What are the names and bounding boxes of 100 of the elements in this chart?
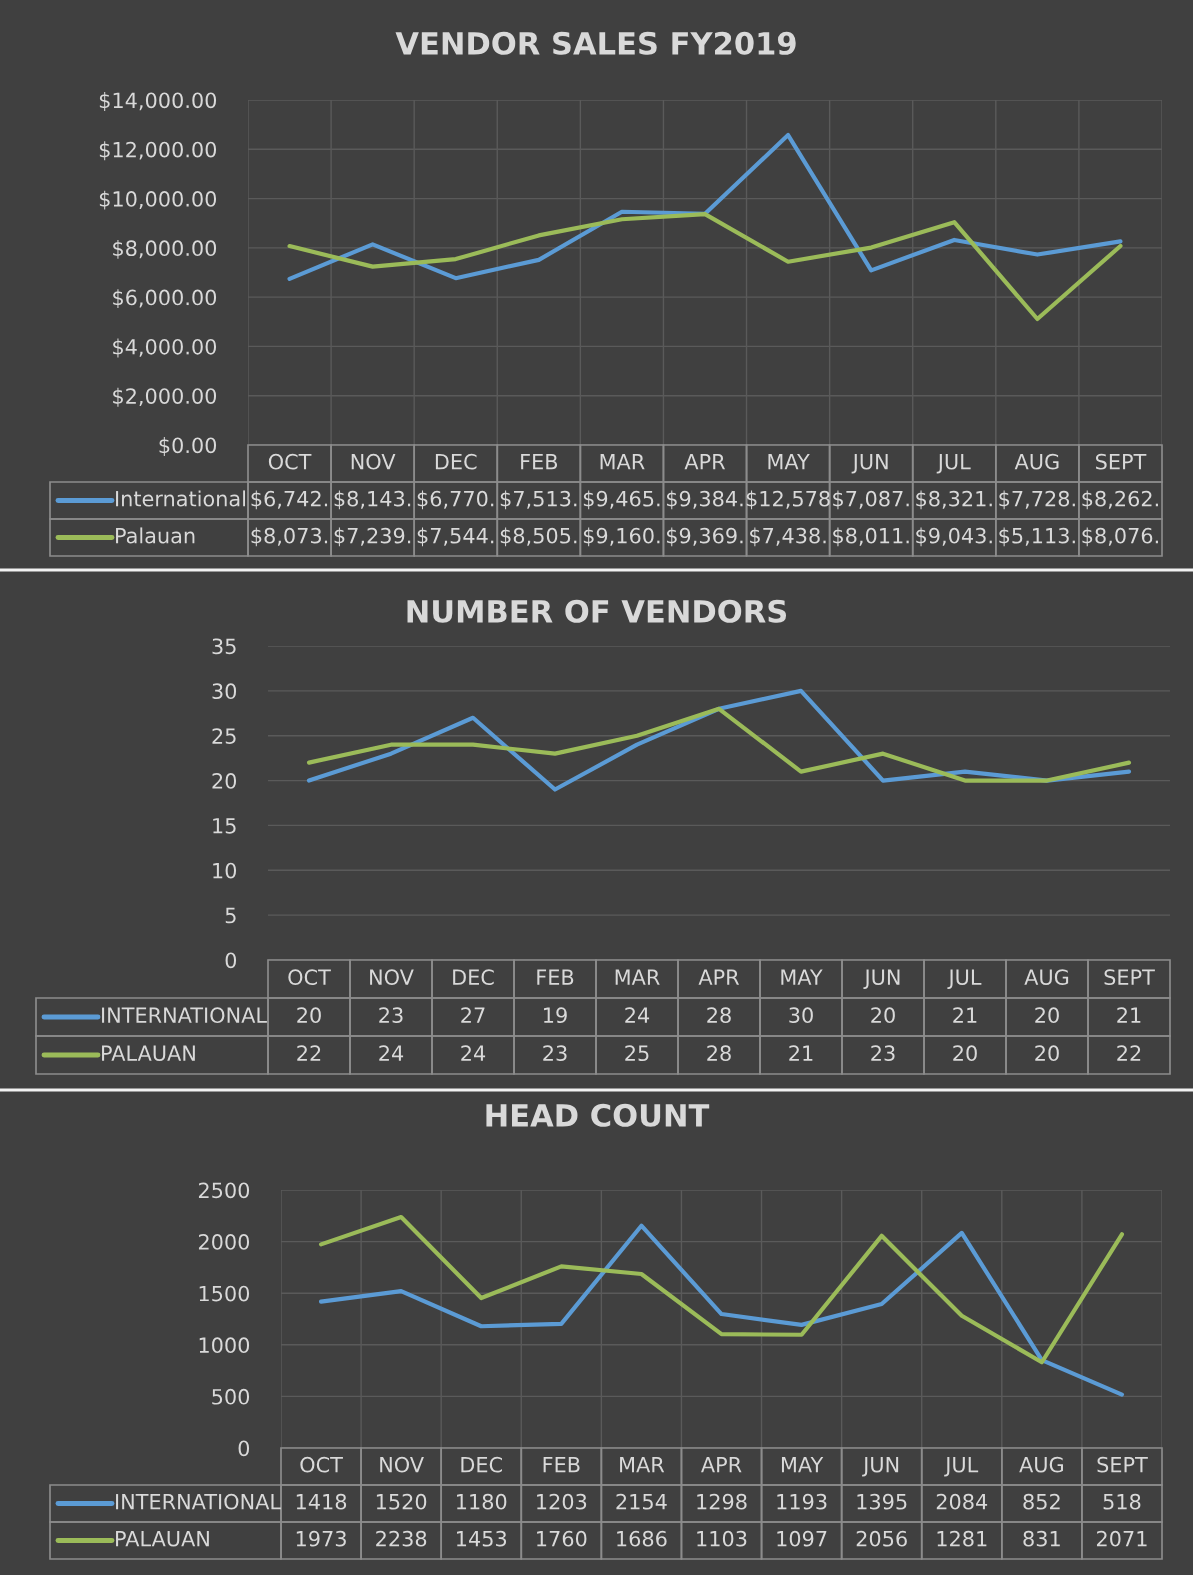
data-label: 1298 xyxy=(697,1493,747,1510)
data-label: $8,076. xyxy=(1082,527,1158,547)
y-tick-label: $6,000.00 xyxy=(113,289,217,309)
x-tick-label: OCT xyxy=(300,1456,343,1473)
data-label: 24 xyxy=(379,1045,404,1061)
data-label: 2154 xyxy=(616,1493,667,1510)
x-tick-label: JUN xyxy=(851,454,888,474)
x-tick-label: MAY xyxy=(781,1457,824,1473)
y-tick-label: 500 xyxy=(212,1388,250,1405)
data-label: $7,544. xyxy=(417,527,494,547)
data-label: $7,438. xyxy=(750,527,826,547)
x-tick-label: APR xyxy=(698,969,740,985)
x-tick-label: FEB xyxy=(543,1457,580,1473)
data-label: 1180 xyxy=(457,1493,507,1510)
data-label: 1973 xyxy=(296,1530,346,1547)
x-tick-label: JUL xyxy=(947,969,982,989)
data-label: 1281 xyxy=(937,1530,987,1547)
data-label: $8,073. xyxy=(251,527,328,547)
x-tick-label: FEB xyxy=(537,969,574,985)
data-label: $8,262. xyxy=(1082,490,1158,510)
x-tick-label: JUL xyxy=(944,1457,979,1477)
data-label: 19 xyxy=(544,1007,567,1024)
data-label: 831 xyxy=(1023,1530,1060,1547)
data-label: 28 xyxy=(707,1045,731,1062)
data-label: 1395 xyxy=(857,1493,907,1510)
legend-label: INTERNATIONAL xyxy=(116,1493,281,1510)
y-tick-label: 0 xyxy=(238,1440,250,1457)
chart-title: VENDOR SALES FY2019 xyxy=(395,31,796,55)
x-tick-label: OCT xyxy=(268,453,312,470)
data-label: $8,011. xyxy=(833,527,909,547)
data-label: $9,043. xyxy=(916,527,992,547)
data-label: 21 xyxy=(789,1045,813,1061)
data-label: 1193 xyxy=(777,1493,827,1510)
x-tick-label: MAR xyxy=(600,454,645,470)
y-tick-label: 1000 xyxy=(199,1337,250,1354)
y-tick-label: $8,000.00 xyxy=(113,239,217,259)
line-series xyxy=(287,132,1123,281)
data-label: 20 xyxy=(1035,1045,1059,1062)
x-tick-label: AUG xyxy=(1024,969,1069,986)
x-tick-label: OCT xyxy=(288,969,331,986)
y-tick-label: 25 xyxy=(212,728,236,744)
x-tick-label: SEPT xyxy=(1104,969,1155,986)
y-tick-label: 2500 xyxy=(198,1182,250,1199)
x-tick-label: DEC xyxy=(453,969,494,986)
x-tick-label: SEPT xyxy=(1095,453,1147,470)
data-label: 27 xyxy=(461,1007,485,1023)
legend-label: International xyxy=(116,490,246,507)
data-label: 22 xyxy=(1117,1045,1141,1061)
line-series xyxy=(306,706,1132,783)
data-label: $5,113. xyxy=(999,527,1075,547)
x-tick-label: AUG xyxy=(1019,1456,1063,1473)
data-label: $7,087. xyxy=(833,490,909,510)
y-tick-label: $0.00 xyxy=(159,437,217,456)
y-tick-label: 5 xyxy=(225,907,236,924)
data-label: 23 xyxy=(379,1007,403,1024)
data-label: 22 xyxy=(297,1045,321,1061)
data-label: 30 xyxy=(789,1007,813,1024)
data-label: 2238 xyxy=(376,1530,427,1547)
data-label: 20 xyxy=(297,1007,321,1024)
data-label: 20 xyxy=(953,1045,977,1062)
data-label: $9,369. xyxy=(666,527,743,547)
data-label: 1760 xyxy=(537,1530,587,1547)
x-tick-label: FEB xyxy=(521,454,558,470)
data-label: 20 xyxy=(871,1007,895,1024)
data-label: $7,513. xyxy=(500,490,577,510)
chart-title: HEAD COUNT xyxy=(486,1103,710,1127)
legend-label: Palauan xyxy=(116,527,195,544)
line-series xyxy=(287,212,1123,322)
data-label: $12,578 xyxy=(746,490,830,510)
y-tick-label: 10 xyxy=(213,862,237,879)
data-label: 1520 xyxy=(376,1493,427,1510)
data-label: $9,465. xyxy=(583,490,660,510)
line-series xyxy=(318,1223,1125,1397)
data-label: 24 xyxy=(461,1045,486,1061)
data-label: $7,239. xyxy=(334,527,411,547)
y-tick-label: 30 xyxy=(212,683,237,700)
data-label: 1453 xyxy=(457,1530,507,1547)
data-label: $9,384. xyxy=(666,490,743,510)
data-label: 21 xyxy=(1117,1007,1141,1023)
x-tick-label: DEC xyxy=(461,1456,502,1473)
x-tick-label: MAY xyxy=(768,454,810,470)
y-tick-label: 20 xyxy=(212,773,237,789)
data-label: 25 xyxy=(625,1045,649,1062)
x-tick-label: JUN xyxy=(863,969,900,989)
y-tick-label: $4,000.00 xyxy=(113,338,217,358)
data-label: $8,505. xyxy=(500,527,577,547)
x-tick-label: DEC xyxy=(435,453,477,470)
data-label: $8,143. xyxy=(334,490,411,510)
data-label: 1103 xyxy=(697,1530,747,1547)
line-series xyxy=(318,1214,1125,1365)
x-tick-label: NOV xyxy=(351,453,396,470)
x-tick-label: APR xyxy=(701,1457,742,1473)
data-label: 2084 xyxy=(936,1493,988,1510)
data-label: 28 xyxy=(707,1007,731,1024)
legend-label: INTERNATIONAL xyxy=(102,1007,267,1024)
data-label: 23 xyxy=(871,1045,895,1062)
data-label: 24 xyxy=(625,1007,650,1023)
x-tick-label: AUG xyxy=(1014,453,1059,470)
data-label: 23 xyxy=(543,1045,567,1062)
y-tick-label: 35 xyxy=(212,638,236,655)
